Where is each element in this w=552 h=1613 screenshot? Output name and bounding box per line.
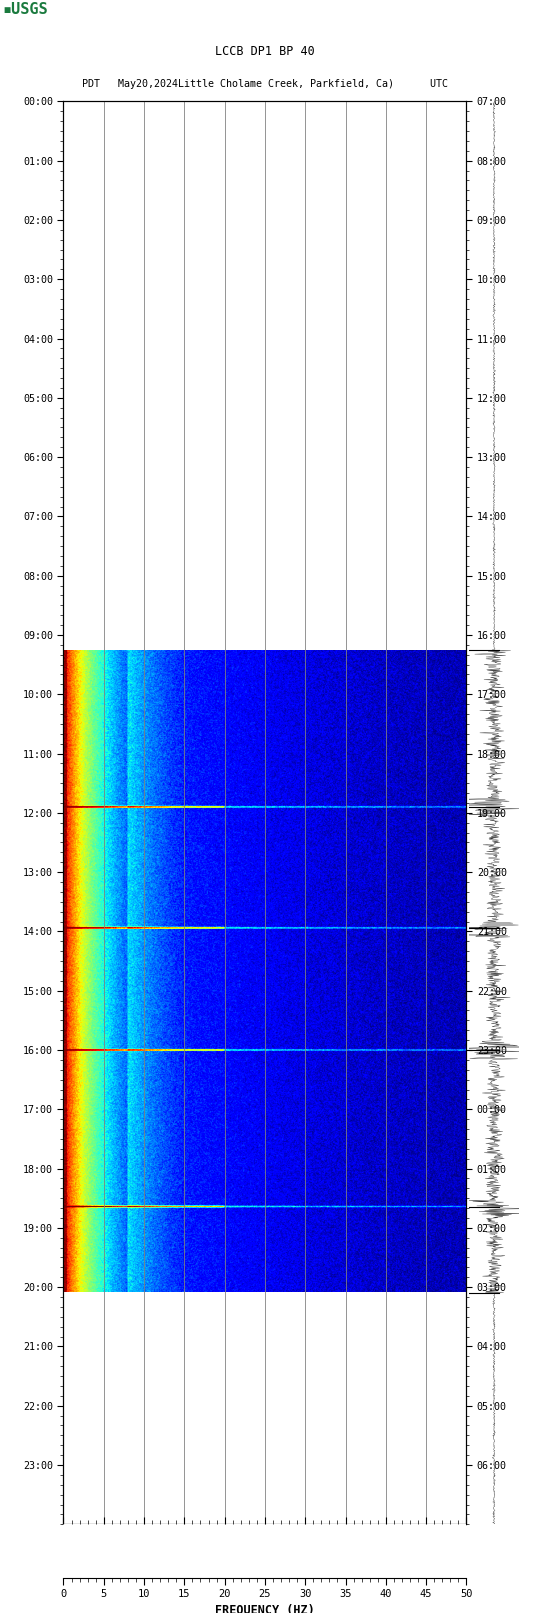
X-axis label: FREQUENCY (HZ): FREQUENCY (HZ) — [215, 1603, 315, 1613]
Text: ▪USGS: ▪USGS — [3, 3, 49, 18]
Text: PDT   May20,2024Little Cholame Creek, Parkfield, Ca)      UTC: PDT May20,2024Little Cholame Creek, Park… — [82, 79, 448, 89]
Text: LCCB DP1 BP 40: LCCB DP1 BP 40 — [215, 45, 315, 58]
